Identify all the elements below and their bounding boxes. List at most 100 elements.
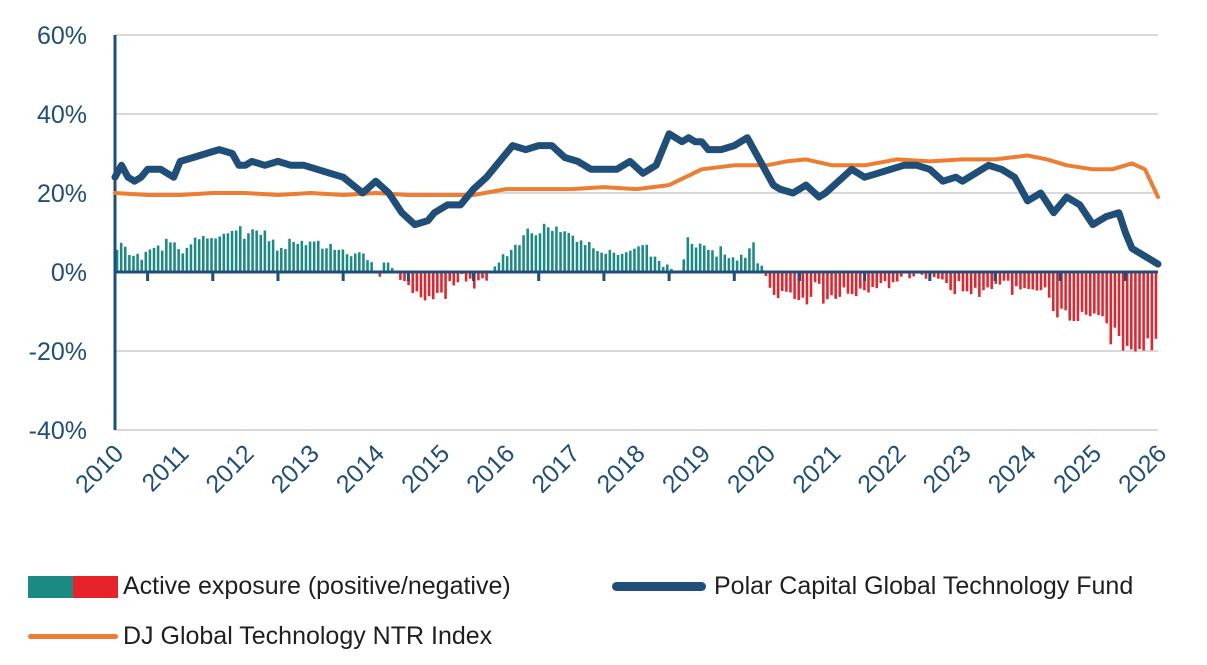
- active-exposure-bar: [464, 272, 468, 282]
- active-exposure-bar: [575, 241, 579, 272]
- active-exposure-bar: [1088, 272, 1092, 317]
- active-exposure-bar: [879, 272, 883, 284]
- active-exposure-bar: [501, 254, 505, 272]
- active-exposure-bar: [937, 272, 940, 279]
- active-exposure-bar: [415, 272, 419, 292]
- active-exposure-bar: [333, 249, 336, 272]
- active-exposure-bar: [912, 272, 915, 277]
- active-exposure-bar: [431, 272, 435, 300]
- fund-line: [111, 130, 1162, 268]
- active-exposure-bar: [1039, 272, 1043, 291]
- y-tick-label: 40%: [37, 101, 87, 129]
- active-exposure-bar: [830, 272, 833, 296]
- active-exposure-bar: [444, 272, 447, 299]
- active-exposure-bar: [485, 272, 488, 281]
- active-exposure-bar: [423, 272, 427, 301]
- active-exposure-bar: [1076, 272, 1080, 321]
- x-tick-label: 2011: [137, 439, 195, 497]
- active-exposure-bar: [234, 230, 238, 272]
- active-exposure-bar: [583, 245, 587, 272]
- y-tick-labels: -40% -20% 0% 20% 40% 60%: [29, 22, 87, 445]
- active-exposure-bar: [731, 257, 735, 272]
- active-exposure-bar: [411, 272, 414, 293]
- active-exposure-bar: [206, 238, 209, 272]
- active-exposure-bar: [366, 260, 369, 272]
- active-exposure-bar: [316, 240, 320, 272]
- active-exposure-bar: [345, 254, 349, 272]
- active-exposure-bar: [563, 231, 566, 272]
- active-exposure-bar: [160, 250, 164, 272]
- active-exposure-bar: [518, 245, 521, 272]
- active-exposure-bar: [378, 272, 382, 277]
- active-exposure-bar: [1154, 272, 1158, 339]
- active-exposure-bar: [370, 262, 373, 273]
- active-exposure-bar: [1056, 272, 1059, 318]
- active-exposure-bar: [690, 243, 694, 272]
- active-exposure-bar: [789, 272, 792, 293]
- active-exposure-bar: [953, 272, 957, 295]
- active-exposure-bar: [169, 242, 172, 273]
- active-exposure-bar: [197, 239, 201, 272]
- active-exposure-bar: [1097, 272, 1100, 316]
- y-tick-label: 60%: [37, 22, 87, 50]
- active-exposure-bar: [530, 233, 534, 272]
- active-exposure-bar: [119, 242, 123, 272]
- active-exposure-bar: [945, 272, 948, 284]
- active-exposure-bar: [588, 241, 591, 272]
- active-exposure-bar: [1043, 272, 1047, 288]
- active-exposure-bar: [686, 237, 690, 272]
- y-tick-label: -20%: [29, 338, 87, 366]
- series-lines: [111, 130, 1162, 268]
- active-exposure-bar: [452, 272, 456, 286]
- active-exposure-bar: [764, 272, 768, 276]
- active-exposure-bar: [300, 240, 304, 272]
- active-exposure-bar: [748, 248, 751, 272]
- active-exposure-bar: [156, 245, 160, 272]
- active-exposure-bar: [1105, 272, 1108, 324]
- active-exposure-bar: [817, 272, 821, 284]
- active-exposure-bar: [329, 243, 332, 272]
- active-exposure-bar: [1093, 272, 1096, 314]
- active-exposure-bar: [834, 272, 837, 299]
- x-tick-label: 2020: [722, 439, 781, 498]
- active-exposure-bar: [1121, 272, 1125, 351]
- active-exposure-bar: [1080, 272, 1084, 312]
- active-exposure-bar: [1146, 272, 1150, 339]
- active-exposure-bar: [481, 272, 484, 279]
- active-exposure-bar: [522, 235, 525, 272]
- active-exposure-bar: [1064, 272, 1067, 311]
- active-exposure-bar: [251, 229, 254, 272]
- active-exposure-bar: [308, 241, 312, 272]
- active-exposure-bar: [805, 272, 809, 305]
- active-exposure-bar: [238, 226, 242, 272]
- active-exposure-bar: [883, 272, 887, 282]
- active-exposure-bar: [1109, 272, 1113, 345]
- legend-item-active: Active exposure (positive/negative): [28, 572, 588, 604]
- active-exposure-bar: [505, 256, 509, 272]
- active-exposure-bar: [226, 233, 230, 272]
- active-exposure-bars: [115, 223, 1158, 352]
- active-exposure-bar: [571, 235, 575, 272]
- active-exposure-bar: [998, 272, 1002, 285]
- active-exposure-bar: [1113, 272, 1117, 328]
- active-exposure-bar: [965, 272, 969, 292]
- active-exposure-bar: [399, 272, 402, 280]
- active-exposure-bar: [551, 230, 554, 272]
- active-exposure-bar: [752, 242, 755, 273]
- legend-item-index: DJ Global Technology NTR Index: [28, 622, 588, 654]
- active-exposure-bar: [559, 232, 562, 272]
- active-exposure-bar: [497, 262, 501, 272]
- active-exposure-bar: [436, 272, 439, 293]
- active-exposure-bar: [768, 272, 772, 288]
- active-exposure-bar: [312, 241, 316, 272]
- active-exposure-bar: [974, 272, 977, 288]
- active-exposure-bar: [567, 232, 571, 272]
- active-exposure-bar: [760, 265, 764, 272]
- active-exposure-bar: [969, 272, 973, 295]
- active-exposure-bar: [189, 244, 193, 272]
- active-exposure-bar: [538, 233, 542, 272]
- active-exposure-bar: [682, 259, 685, 272]
- active-exposure-bar: [1072, 272, 1076, 321]
- active-exposure-bar: [546, 227, 550, 272]
- active-exposure-bar: [427, 272, 431, 297]
